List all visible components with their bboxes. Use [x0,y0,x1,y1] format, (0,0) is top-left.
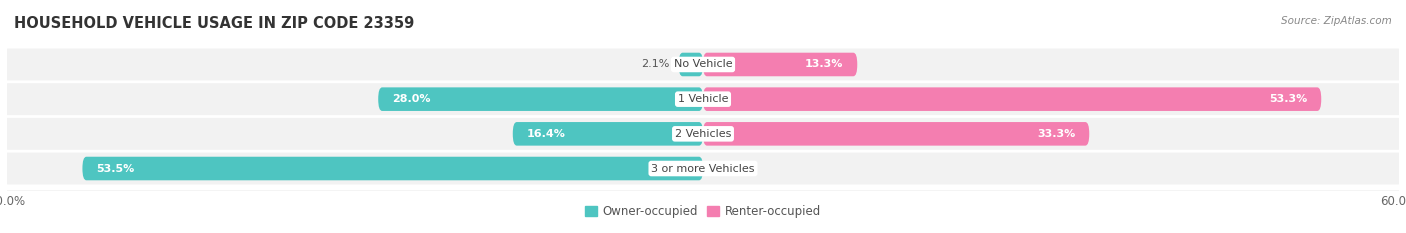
FancyBboxPatch shape [703,122,1090,146]
Text: 2 Vehicles: 2 Vehicles [675,129,731,139]
Text: 28.0%: 28.0% [392,94,430,104]
FancyBboxPatch shape [7,83,1399,115]
Text: 3 or more Vehicles: 3 or more Vehicles [651,164,755,174]
Text: 16.4%: 16.4% [527,129,565,139]
FancyBboxPatch shape [378,87,703,111]
Text: 53.5%: 53.5% [97,164,135,174]
Text: 33.3%: 33.3% [1038,129,1076,139]
FancyBboxPatch shape [7,153,1399,185]
FancyBboxPatch shape [679,53,703,76]
Text: 0.0%: 0.0% [713,164,741,174]
FancyBboxPatch shape [83,157,703,180]
FancyBboxPatch shape [7,48,1399,80]
Text: 2.1%: 2.1% [641,59,669,69]
Text: 13.3%: 13.3% [806,59,844,69]
Text: Source: ZipAtlas.com: Source: ZipAtlas.com [1281,16,1392,26]
FancyBboxPatch shape [513,122,703,146]
Text: 1 Vehicle: 1 Vehicle [678,94,728,104]
Text: HOUSEHOLD VEHICLE USAGE IN ZIP CODE 23359: HOUSEHOLD VEHICLE USAGE IN ZIP CODE 2335… [14,16,415,31]
FancyBboxPatch shape [7,118,1399,150]
FancyBboxPatch shape [703,53,858,76]
Text: 53.3%: 53.3% [1270,94,1308,104]
Legend: Owner-occupied, Renter-occupied: Owner-occupied, Renter-occupied [585,205,821,218]
FancyBboxPatch shape [703,87,1322,111]
Text: No Vehicle: No Vehicle [673,59,733,69]
